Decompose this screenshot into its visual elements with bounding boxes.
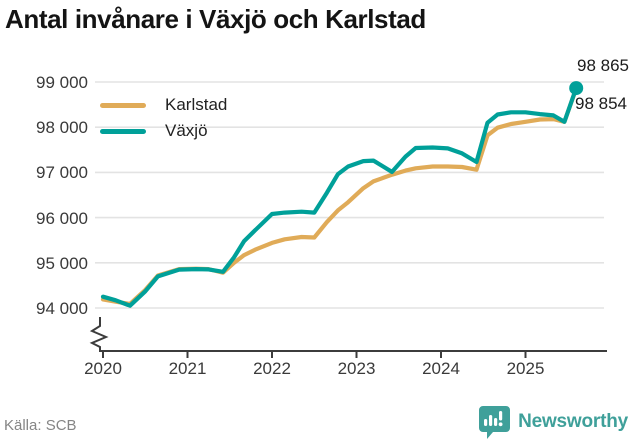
vaxjo-end-value-label: 98 865 [577,56,629,75]
vxj-line [100,85,579,308]
y-tick-label: 97 000 [36,163,88,183]
source-note: Källa: SCB [4,417,77,434]
x-tick-label: 2024 [422,359,460,378]
x-tick-label: 2023 [337,359,376,378]
legend-label-karlstad: Karlstad [165,95,228,114]
legend-label-vaxjo: Växjö [165,121,208,140]
karlstad-end-value-label: 98 854 [575,94,627,113]
y-tick-label: 99 000 [36,73,88,92]
x-tick-label: 2025 [506,359,545,378]
legend-item-karlstad: Karlstad [100,92,227,118]
chart-legend: Karlstad Växjö [100,92,227,144]
y-tick-label: 94 000 [36,299,88,318]
y-tick-label: 96 000 [36,208,88,228]
legend-item-vaxjo: Växjö [100,118,227,144]
vaxjo-line-swatch [100,128,146,134]
karlstad-line-swatch [100,102,146,108]
x-tick-label: 2022 [253,359,291,378]
latest-point-dot [569,81,584,96]
chart-title: Antal invånare i Växjö och Karlstad [5,4,426,34]
x-tick-label: 2020 [84,359,122,378]
x-tick-label: 2021 [168,359,207,378]
axis-break-icon [89,317,109,351]
newsworthy-bubble-chart-icon [479,406,511,439]
newsworthy-logo[interactable]: Newsworthy [478,405,628,439]
brand-name: Newsworthy [518,411,628,432]
y-tick-label: 98 000 [36,118,88,138]
y-tick-label: 95 000 [36,253,88,273]
